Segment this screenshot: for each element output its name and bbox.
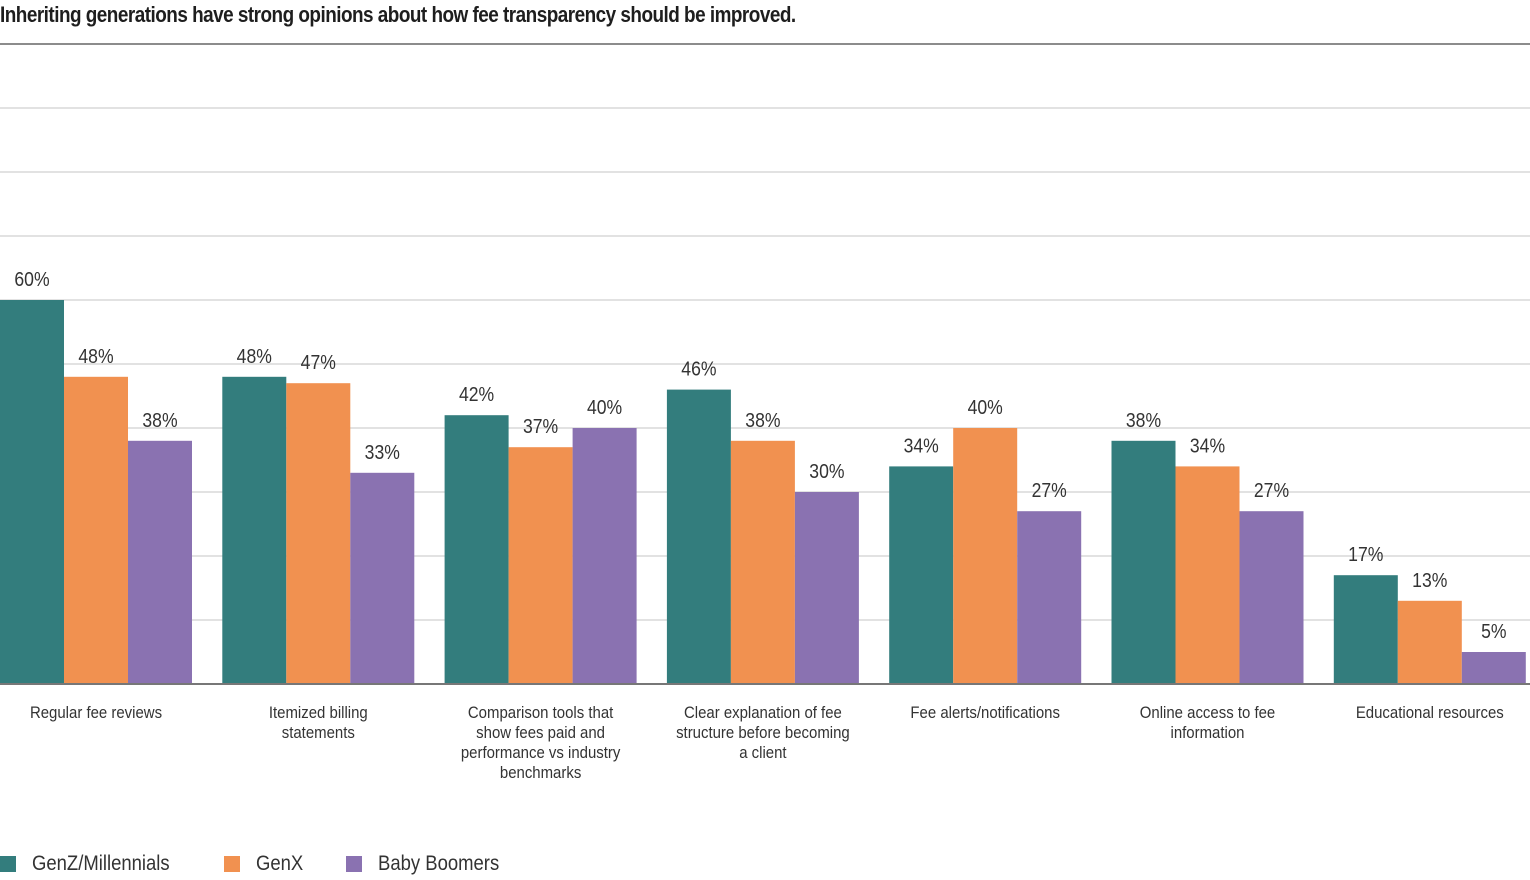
legend-item-boomers: Baby Boomers — [346, 852, 516, 876]
x-tick-label: benchmarks — [500, 764, 581, 782]
data-label: 42% — [459, 383, 494, 405]
data-label: 30% — [809, 460, 844, 482]
legend-swatch-genx — [224, 856, 241, 872]
data-label: 5% — [1481, 620, 1507, 642]
data-label: 13% — [1412, 569, 1447, 591]
bar — [953, 428, 1018, 684]
bar — [730, 440, 795, 684]
bar — [350, 472, 415, 684]
data-label: 60% — [14, 268, 49, 290]
data-label: 40% — [968, 396, 1003, 418]
bar — [1175, 466, 1240, 684]
bar — [1111, 440, 1176, 684]
data-label: 40% — [587, 396, 622, 418]
x-tick-label: statements — [282, 724, 355, 742]
legend-label: Baby Boomers — [378, 852, 500, 875]
legend-item-genx: GenX — [224, 852, 310, 876]
data-label: 27% — [1254, 479, 1289, 501]
data-label: 38% — [1126, 409, 1161, 431]
bar — [1461, 652, 1526, 684]
x-tick-label: information — [1171, 724, 1245, 742]
legend: GenZ/Millennials GenX Baby Boomers — [0, 852, 552, 876]
x-tick-label: Clear explanation of fee — [684, 704, 842, 722]
legend-label: GenZ/Millennials — [32, 852, 170, 875]
x-tick-label: Online access to fee — [1140, 704, 1276, 722]
bar — [444, 415, 509, 684]
data-label: 33% — [365, 441, 400, 463]
x-tick-label: structure before becoming — [676, 724, 850, 742]
x-tick-label: Comparison tools that — [468, 704, 614, 722]
bar — [794, 492, 859, 684]
x-tick-label: show fees paid and — [476, 724, 605, 742]
bar — [1239, 511, 1304, 684]
bar — [572, 428, 637, 684]
data-label: 38% — [745, 409, 780, 431]
bar — [1017, 511, 1082, 684]
bar — [1397, 600, 1462, 684]
legend-swatch-boomers — [346, 856, 363, 872]
x-tick-label: Educational resources — [1356, 704, 1504, 722]
data-label: 46% — [681, 358, 716, 380]
legend-label: GenX — [256, 852, 304, 875]
data-label: 34% — [904, 434, 939, 456]
data-label: 48% — [78, 345, 113, 367]
data-label: 47% — [301, 351, 336, 373]
bar — [1333, 575, 1398, 684]
bar — [128, 440, 192, 684]
data-label: 17% — [1348, 543, 1383, 565]
legend-swatch-genz — [0, 856, 16, 872]
bar — [666, 389, 731, 684]
bar — [222, 376, 287, 684]
data-label: 38% — [142, 409, 177, 431]
bar — [286, 383, 351, 684]
x-tick-label: Fee alerts/notifications — [910, 704, 1060, 722]
x-tick-label: Itemized billing — [269, 704, 368, 722]
data-label: 27% — [1032, 479, 1067, 501]
bar — [0, 300, 64, 684]
legend-item-genz: GenZ/Millennials — [0, 852, 188, 876]
chart-title: Inheriting generations have strong opini… — [0, 2, 796, 27]
x-tick-label: Regular fee reviews — [30, 704, 162, 722]
x-tick-label: performance vs industry — [461, 744, 621, 762]
data-label: 34% — [1190, 434, 1225, 456]
bar — [889, 466, 954, 684]
data-label: 37% — [523, 415, 558, 437]
data-label: 48% — [237, 345, 272, 367]
x-tick-label: a client — [739, 744, 787, 762]
bar — [64, 376, 128, 684]
bar — [508, 447, 573, 684]
